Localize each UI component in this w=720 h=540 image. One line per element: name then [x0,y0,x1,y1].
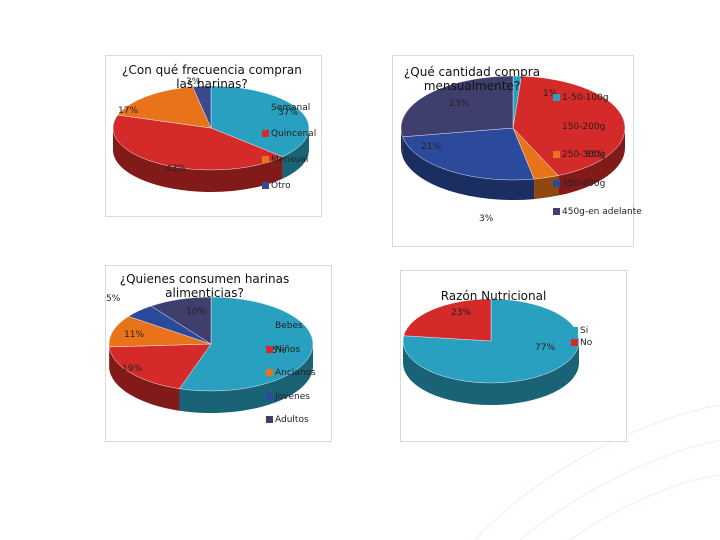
pie-svg [112,85,310,192]
chart-frequency: ¿Con qué frecuencia compran las harinas?… [105,55,322,217]
data-label: 35% [585,150,606,160]
legend-swatch [262,156,269,163]
legend-swatch [571,327,578,334]
pie-slice-ancianos [108,316,212,348]
data-label: 3% [479,214,494,224]
pie-wall [179,344,313,413]
legend-label: No [580,338,593,348]
legend-item: Semanal [262,103,310,113]
legend-label: Si [580,326,589,336]
pie-wall [534,175,559,200]
legend-swatch [266,392,273,400]
legend-swatch [266,369,273,376]
legend-item: Si [571,326,588,336]
data-label: 37% [278,108,299,118]
pie-slice-no [403,298,492,342]
legend-label: 250-300g [562,150,606,160]
data-label: 3% [186,77,201,87]
legend-item: 450g-en adelante [553,207,642,217]
data-label: 1% [543,89,558,99]
data-label: 10% [186,307,207,317]
data-label: 11% [124,330,145,340]
data-label: 23% [451,308,472,318]
legend-swatch [553,122,560,130]
legend-swatch [262,130,269,137]
legend-label: Niños [275,344,301,355]
data-label: 21% [421,142,442,152]
legend-swatch [266,345,273,353]
legend-label: Adultos [275,415,309,425]
pie-slice-bebes [179,296,314,392]
pie-slice-quincenal [112,114,283,171]
data-label: 43% [166,164,187,174]
legend-swatch [553,179,560,187]
legend-item: 250-300g [553,150,605,160]
pie-svg [402,298,580,405]
pie-slice-niños [108,343,212,389]
legend-label: 1-50-100g [562,93,609,103]
data-label: 23% [449,99,470,109]
legend-label: Jovenes [275,391,310,402]
chart-consumers: ¿Quienes consumen harinas alimenticias? … [105,265,332,442]
pie-svg [400,75,626,200]
legend-swatch [262,182,269,189]
chart-title: Razón Nutricional [440,289,547,303]
legend-item: Mensual [262,155,308,165]
legend-label: Mensual [271,155,309,165]
legend-item: 1-50-100g [553,93,609,103]
legend-item: Adultos [266,415,309,425]
pie-slice-350-400g [402,127,535,181]
legend-item: 150-200g [553,122,605,132]
legend-swatch [553,94,560,101]
pie-slice-otro [192,85,212,129]
chart-quantity: ¿Qué cantidad compra mensualmente? 1% 35%… [392,55,642,247]
legend-label: 350-400g [562,178,606,189]
pie-svg [108,296,314,413]
legend-label: Ancianos [275,368,316,378]
legend-item: No [571,338,592,348]
legend-swatch [553,151,560,158]
data-label: 19% [122,364,143,374]
legend-label: Quincenal [271,129,317,139]
pie-wall [282,128,309,179]
data-label: 17% [118,106,139,116]
legend-swatch [266,322,273,329]
chart-title: ¿Quienes consumen harinas alimenticias? [119,272,290,300]
legend-label: 450g-en adelante [562,207,642,217]
legend-swatch [262,104,269,111]
chart-title: ¿Qué cantidad compra mensualmente? [403,65,541,93]
legend-item: Ancianos [266,368,316,378]
chart-nutrition: Razón Nutricional 77% 23% Si No [400,270,627,442]
pie-slice-150-200g [512,75,626,176]
legend-swatch [266,416,273,423]
legend-swatch [571,339,578,346]
pie-wall [402,136,535,200]
pie-slice-adultos [150,296,212,345]
pie-wall [401,128,403,157]
legend-item: Otro [262,181,291,191]
pie-wall [558,128,625,196]
data-label: 77% [535,343,556,353]
legend-item: Jovenes [266,392,310,402]
legend-swatch [553,208,560,215]
pie-wall [109,346,180,411]
legend-label: Bebes [275,321,303,331]
legend-item: Bebes [266,321,303,331]
pie-slice-mensual [117,86,212,129]
pie-slice-semanal [210,85,310,157]
chart-title: ¿Con qué frecuencia compran las harinas? [122,63,302,91]
data-label: 55% [266,346,287,356]
pie-wall [403,341,579,405]
legend-label: Otro [271,181,291,191]
data-label: 5% [106,294,121,304]
legend-label: Semanal [271,103,311,113]
legend-item: Quincenal [262,129,316,139]
legend-item: Niños [266,345,300,355]
pie-slice-450g-en-adelante [400,75,514,138]
pie-wall [113,128,283,192]
legend-item: 350-400g [553,179,605,189]
legend-label: 150-200g [562,121,606,132]
